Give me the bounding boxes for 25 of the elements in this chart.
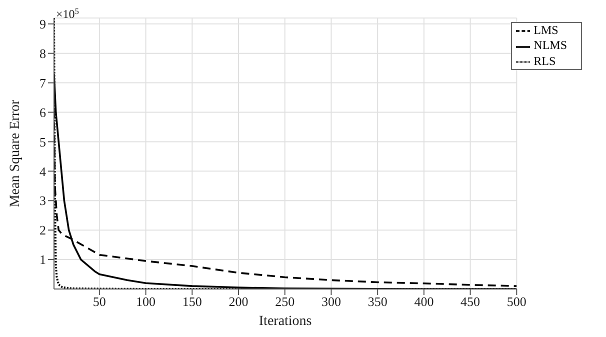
y-tick-label: 9 bbox=[40, 16, 46, 32]
x-tick-label: 450 bbox=[460, 294, 480, 310]
y-tick-label: 2 bbox=[40, 222, 46, 238]
x-tick-label: 400 bbox=[414, 294, 434, 310]
annotation: ×10$^{5}$ bbox=[56, 6, 79, 21]
legend-label: LMS bbox=[534, 23, 558, 37]
x-axis-title: Iterations bbox=[258, 314, 312, 329]
x-tick-label: 500 bbox=[506, 294, 526, 310]
y-tick-label: 6 bbox=[40, 104, 46, 120]
y-tick-label: 3 bbox=[40, 193, 46, 208]
x-tick-label: 100 bbox=[136, 294, 156, 310]
y-tick-label: 1 bbox=[40, 252, 46, 268]
y-axis-title: Mean Square Error bbox=[8, 100, 23, 208]
y-tick-label: 4 bbox=[40, 164, 46, 179]
x-tick-label: 250 bbox=[275, 294, 295, 310]
x-tick-label: 200 bbox=[228, 294, 248, 310]
legend-label: NLMS bbox=[534, 38, 567, 52]
y-tick-label: 8 bbox=[40, 46, 46, 61]
x-tick-label: 150 bbox=[182, 294, 202, 310]
y-tick-label: 7 bbox=[40, 75, 46, 90]
x-tick-label: 300 bbox=[321, 294, 341, 310]
x-tick-label: 50 bbox=[92, 294, 106, 310]
y-tick-label: 5 bbox=[40, 134, 46, 150]
legend-label: RLS bbox=[534, 54, 556, 68]
x-tick-label: 350 bbox=[368, 294, 388, 310]
